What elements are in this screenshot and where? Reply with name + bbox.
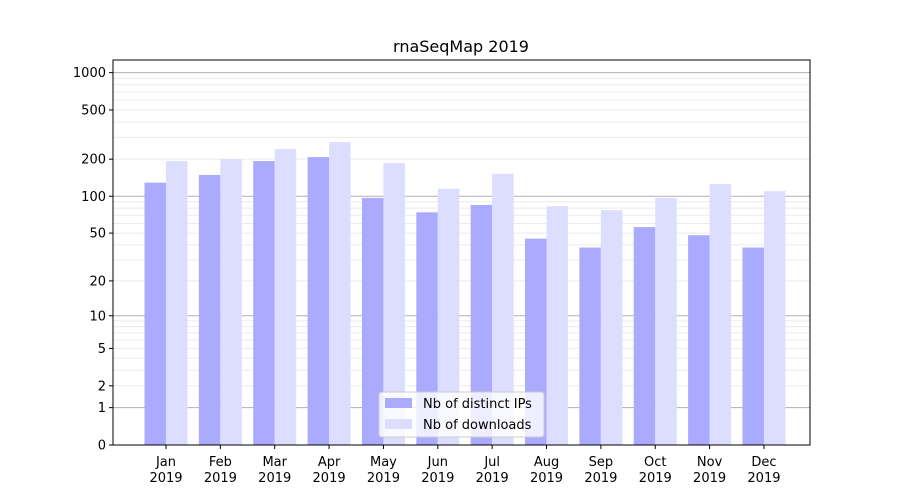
bar-downloads xyxy=(437,188,460,445)
x-tick-label: Oct xyxy=(644,455,666,470)
bar-downloads xyxy=(600,210,623,445)
x-tick-label: Mar xyxy=(262,455,287,470)
x-tick-label: 2019 xyxy=(747,471,780,486)
bar-distinct-ips xyxy=(144,182,166,445)
bar-downloads xyxy=(383,163,405,445)
bar-downloads xyxy=(220,159,242,445)
y-tick-label: 50 xyxy=(89,227,106,242)
bars xyxy=(144,142,786,446)
y-tick-label: 2 xyxy=(98,379,106,394)
y-tick-label: 1000 xyxy=(73,66,106,81)
bar-distinct-ips xyxy=(416,212,438,445)
bar-downloads xyxy=(274,148,297,445)
x-tick-label: 2019 xyxy=(367,471,400,486)
x-tick-label: Feb xyxy=(209,455,232,470)
x-tick-label: 2019 xyxy=(530,471,563,486)
legend-box xyxy=(378,391,545,438)
x-tick-label: Jun xyxy=(427,455,448,470)
y-tick-label: 20 xyxy=(89,274,106,289)
y-tick-label: 100 xyxy=(81,190,106,205)
legend: Nb of distinct IPs Nb of downloads xyxy=(378,391,545,438)
legend-label: Nb of downloads xyxy=(423,418,532,433)
y-tick-label: 5 xyxy=(98,342,106,357)
x-tick-label: Nov xyxy=(697,455,723,470)
x-tick-label: 2019 xyxy=(693,471,726,486)
bar-distinct-ips xyxy=(742,247,764,445)
x-tick-label: May xyxy=(370,455,397,470)
legend-swatch xyxy=(385,398,412,408)
x-tick-label: 2019 xyxy=(421,471,454,486)
x-axis: Jan2019Feb2019Mar2019Apr2019May2019Jun20… xyxy=(149,445,781,486)
bar-distinct-ips xyxy=(688,235,710,445)
legend-swatch xyxy=(385,419,412,429)
bar-distinct-ips xyxy=(633,227,656,445)
bar-distinct-ips xyxy=(579,247,601,445)
x-tick-label: Jul xyxy=(483,455,500,470)
x-tick-label: 2019 xyxy=(584,471,617,486)
bar-downloads xyxy=(166,161,188,445)
y-axis: 0 1 2 5 10 20 50 100 200 500 1000 xyxy=(73,66,113,454)
x-tick-label: Sep xyxy=(589,455,614,470)
legend-label: Nb of distinct IPs xyxy=(423,397,532,412)
bar-downloads xyxy=(709,183,732,445)
y-tick-label: 0 xyxy=(98,439,106,454)
axes-frame xyxy=(112,59,811,446)
bar-distinct-ips xyxy=(253,161,275,445)
bar-downloads xyxy=(655,197,677,445)
y-tick-label: 200 xyxy=(81,153,106,168)
bar-distinct-ips xyxy=(470,204,493,445)
bar-distinct-ips xyxy=(361,197,384,445)
x-tick-label: Dec xyxy=(751,455,776,470)
bar-downloads xyxy=(546,206,569,445)
bar-downloads xyxy=(763,191,786,445)
x-tick-label: 2019 xyxy=(639,471,672,486)
bar-distinct-ips xyxy=(198,174,221,445)
y-tick-label: 500 xyxy=(81,103,106,118)
bar-distinct-ips xyxy=(307,157,330,446)
bar-downloads xyxy=(492,173,514,445)
chart-title: rnaSeqMap 2019 xyxy=(393,37,529,56)
x-tick-label: 2019 xyxy=(149,471,182,486)
bar-downloads xyxy=(329,142,351,445)
x-tick-label: 2019 xyxy=(313,471,346,486)
x-tick-label: 2019 xyxy=(204,471,237,486)
x-tick-label: Apr xyxy=(318,455,341,470)
y-tick-label: 1 xyxy=(98,401,106,416)
y-tick-label: 10 xyxy=(89,309,106,324)
x-tick-label: Aug xyxy=(534,455,559,470)
x-tick-label: 2019 xyxy=(476,471,509,486)
x-tick-label: 2019 xyxy=(258,471,291,486)
x-tick-label: Jan xyxy=(155,455,176,470)
